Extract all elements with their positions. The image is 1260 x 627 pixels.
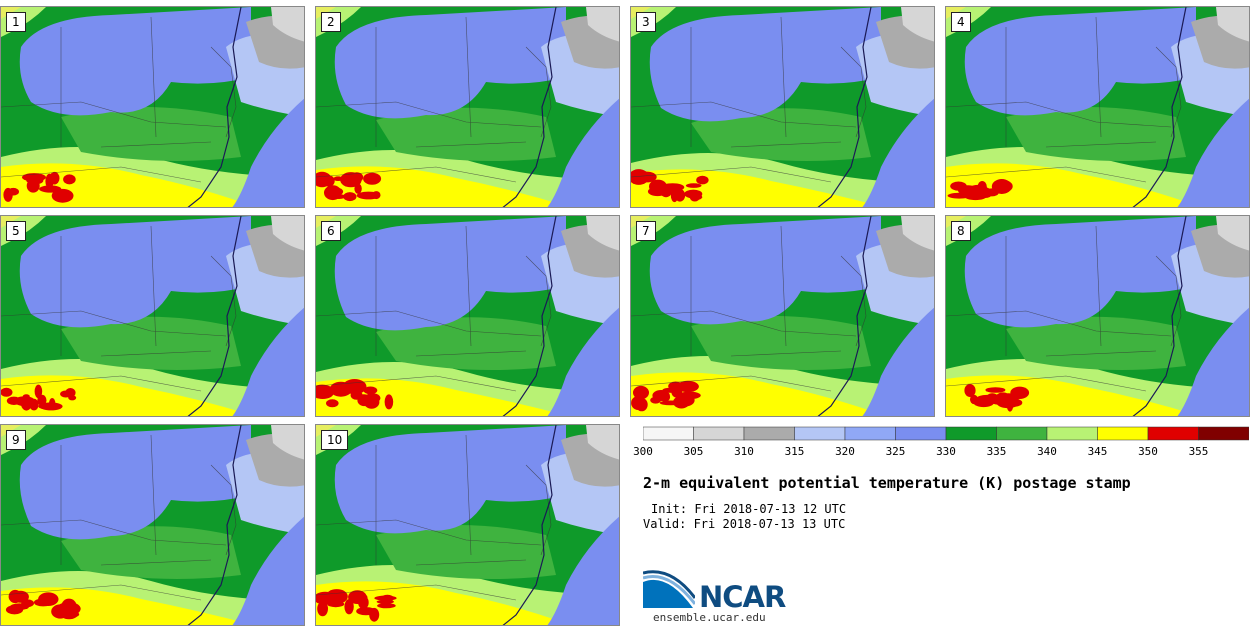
- member-label: 8: [951, 221, 971, 241]
- colorbar-tick-label: 350: [1138, 445, 1158, 458]
- member-label: 10: [321, 430, 349, 450]
- map-panel-10: 10: [315, 424, 620, 626]
- colorbar-segment: [996, 426, 1048, 441]
- colorbar-tick-label: 300: [633, 445, 653, 458]
- colorbar-segment: [1046, 426, 1098, 441]
- map-panel-5: 5: [0, 215, 305, 417]
- colorbar-tick-label: 340: [1037, 445, 1057, 458]
- member-label: 5: [6, 221, 26, 241]
- init-time: Init: Fri 2018-07-13 12 UTC: [651, 502, 847, 516]
- colorbar-segment: [794, 426, 846, 441]
- valid-time: Valid: Fri 2018-07-13 13 UTC: [643, 517, 846, 531]
- ncar-logo-icon: [643, 570, 695, 608]
- member-label: 6: [321, 221, 341, 241]
- member-label: 4: [951, 12, 971, 32]
- map-panel-6: 6: [315, 215, 620, 417]
- colorbar-segment: [844, 426, 896, 441]
- colorbar-tick-label: 335: [986, 445, 1007, 458]
- colorbar-segment: [643, 426, 694, 441]
- colorbar-tick-label: 315: [784, 445, 805, 458]
- colorbar-segment: [693, 426, 745, 441]
- map-panel-8: 8: [945, 215, 1250, 417]
- colorbar-tick-label: 345: [1087, 445, 1108, 458]
- colorbar-segment: [945, 426, 997, 441]
- colorbar-tick-label: 330: [936, 445, 956, 458]
- map-panel-7: 7: [630, 215, 935, 417]
- colorbar-segment: [895, 426, 947, 441]
- member-label: 1: [6, 12, 26, 32]
- map-panel-4: 4: [945, 6, 1250, 208]
- colorbar-tick-label: 305: [683, 445, 704, 458]
- member-label: 7: [636, 221, 656, 241]
- colorbar-segment: [1147, 426, 1199, 441]
- colorbar-segment: [743, 426, 795, 441]
- member-label: 9: [6, 430, 26, 450]
- ncar-logo-text: NCAR: [699, 580, 786, 614]
- map-panel-3: 3: [630, 6, 935, 208]
- colorbar-segment: [1097, 426, 1149, 441]
- member-label: 2: [321, 12, 341, 32]
- colorbar-tick-label: 320: [835, 445, 855, 458]
- colorbar-tick-label: 310: [734, 445, 754, 458]
- site-url: ensemble.ucar.edu: [653, 611, 766, 624]
- colorbar-segment: [1198, 426, 1249, 441]
- colorbar-tick-label: 355: [1188, 445, 1209, 458]
- map-panel-1: 1: [0, 6, 305, 208]
- map-panel-2: 2: [315, 6, 620, 208]
- map-panel-9: 9: [0, 424, 305, 626]
- colorbar-tick-label: 325: [885, 445, 906, 458]
- figure-title: 2-m equivalent potential temperature (K)…: [643, 474, 1131, 492]
- member-label: 3: [636, 12, 656, 32]
- colorbar: [643, 426, 1249, 441]
